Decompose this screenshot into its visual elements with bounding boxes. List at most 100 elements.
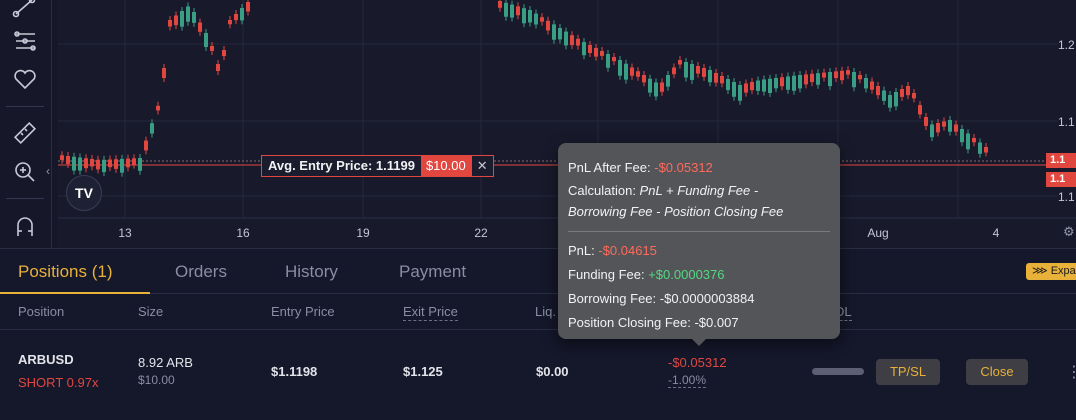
close-icon[interactable]: ✕ [470, 156, 493, 176]
tab-orders[interactable]: Orders [175, 262, 227, 281]
tab-history[interactable]: History [285, 262, 338, 281]
pnl-value[interactable]: -$0.05312 [668, 355, 727, 370]
candle-body [906, 86, 910, 96]
avg-entry-price-marker: Avg. Entry Price: 1.1199 $10.00 ✕ [261, 155, 494, 177]
column-header: Exit Price [403, 304, 458, 321]
candle-body [972, 138, 976, 143]
table-row: ARBUSD SHORT 0.97x 8.92 ARB $10.00 $1.11… [0, 330, 1076, 420]
candle-body [186, 6, 190, 22]
x-axis-label: Aug [867, 226, 889, 240]
gear-icon[interactable]: ⚙ [1063, 224, 1075, 239]
close-button[interactable]: Close [966, 359, 1028, 385]
candle-body [930, 124, 934, 138]
candle-body [558, 28, 562, 40]
x-axis-label: 19 [356, 226, 370, 240]
trendline-icon[interactable] [10, 0, 40, 22]
avg-entry-amount: $10.00 [420, 156, 471, 176]
candle-body [870, 81, 874, 90]
pnl-percent: -1.00% [668, 373, 707, 388]
candle-body [714, 73, 718, 83]
zoom-in-icon[interactable] [10, 157, 40, 187]
tooltip-pnl-after-fee: PnL After Fee: -$0.05312 [568, 157, 830, 178]
tpsl-button[interactable]: TP/SL [876, 359, 940, 385]
y-axis-label: 1.1 [1058, 115, 1075, 129]
candle-body [174, 15, 178, 26]
candle-body [654, 82, 658, 97]
candle-body [744, 83, 748, 93]
candle-body [126, 158, 130, 168]
y-axis-label: 1.2 [1058, 38, 1075, 52]
candle-body [774, 78, 778, 89]
candle-body [858, 75, 862, 80]
candle-body [516, 6, 520, 16]
candle-body [534, 13, 538, 25]
candle-body [78, 157, 82, 171]
tab-positions[interactable]: Positions (1) [18, 262, 113, 281]
candle-body [912, 93, 916, 99]
candle-body [864, 78, 868, 89]
collapse-toolbar-icon[interactable]: ‹ [46, 164, 50, 178]
candle-body [750, 82, 754, 91]
candle-body [588, 45, 592, 54]
tooltip-value: -$0.04615 [598, 243, 657, 258]
column-header: Liq. [535, 304, 556, 319]
candle-body [234, 14, 238, 21]
tab-payment[interactable]: Payment [399, 262, 467, 281]
expand-button[interactable]: ⋙ Expa [1026, 263, 1076, 280]
candle-body [828, 72, 832, 87]
candle-body [606, 54, 610, 68]
candle-body [732, 82, 736, 97]
tooltip-pnl: PnL: -$0.04615 [568, 240, 830, 261]
candle-body [594, 48, 598, 57]
candle-body [204, 33, 208, 48]
candle-body [576, 38, 580, 46]
candle-body [144, 140, 148, 151]
x-axis-label: 13 [118, 226, 132, 240]
candle-body [978, 142, 982, 154]
candle-body [762, 79, 766, 92]
candle-body [198, 22, 202, 32]
candle-body [720, 76, 724, 84]
candle-body [924, 117, 928, 126]
candle-body [582, 42, 586, 56]
candle-body [540, 17, 544, 22]
ruler-icon[interactable] [10, 118, 40, 148]
candle-body [660, 82, 664, 92]
x-axis-label: 16 [236, 226, 250, 240]
candle-body [570, 35, 574, 46]
candle-body [636, 71, 640, 77]
more-options-icon[interactable]: ⋮ [1066, 364, 1076, 381]
candle-body [834, 71, 838, 78]
tooltip-formula-cont: Borrowing Fee - Position Closing Fee [568, 204, 784, 219]
candle-body [810, 73, 814, 83]
tooltip-value: +$0.0000376 [648, 267, 725, 282]
heart-icon[interactable] [10, 64, 40, 94]
fib-icon[interactable] [10, 26, 40, 56]
x-axis-label: 22 [474, 226, 488, 240]
position-size-usd: $10.00 [138, 373, 175, 387]
candle-body [900, 89, 904, 97]
candle-body [84, 158, 88, 169]
tooltip-closing-fee: Position Closing Fee: -$0.007 [568, 312, 830, 333]
candle-body [702, 68, 706, 77]
candle-body [984, 147, 988, 153]
candle-body [648, 78, 652, 93]
exit-price: $1.125 [403, 364, 443, 379]
candle-body [180, 11, 184, 27]
candle-body [840, 70, 844, 81]
magnet-icon[interactable] [10, 212, 40, 242]
close-slider[interactable] [812, 368, 864, 375]
candle-body [666, 75, 670, 87]
candle-body [210, 46, 214, 51]
tooltip-label: Calculation: [568, 183, 640, 198]
position-symbol: ARBUSD [18, 352, 74, 367]
candle-body [684, 62, 688, 78]
candle-body [792, 75, 796, 91]
candle-body [954, 124, 958, 132]
candle-body [498, 1, 502, 8]
candle-body [624, 63, 628, 80]
column-header: Entry Price [271, 304, 335, 319]
candle-body [708, 70, 712, 83]
candle-body [846, 70, 850, 75]
candle-body [546, 20, 550, 31]
